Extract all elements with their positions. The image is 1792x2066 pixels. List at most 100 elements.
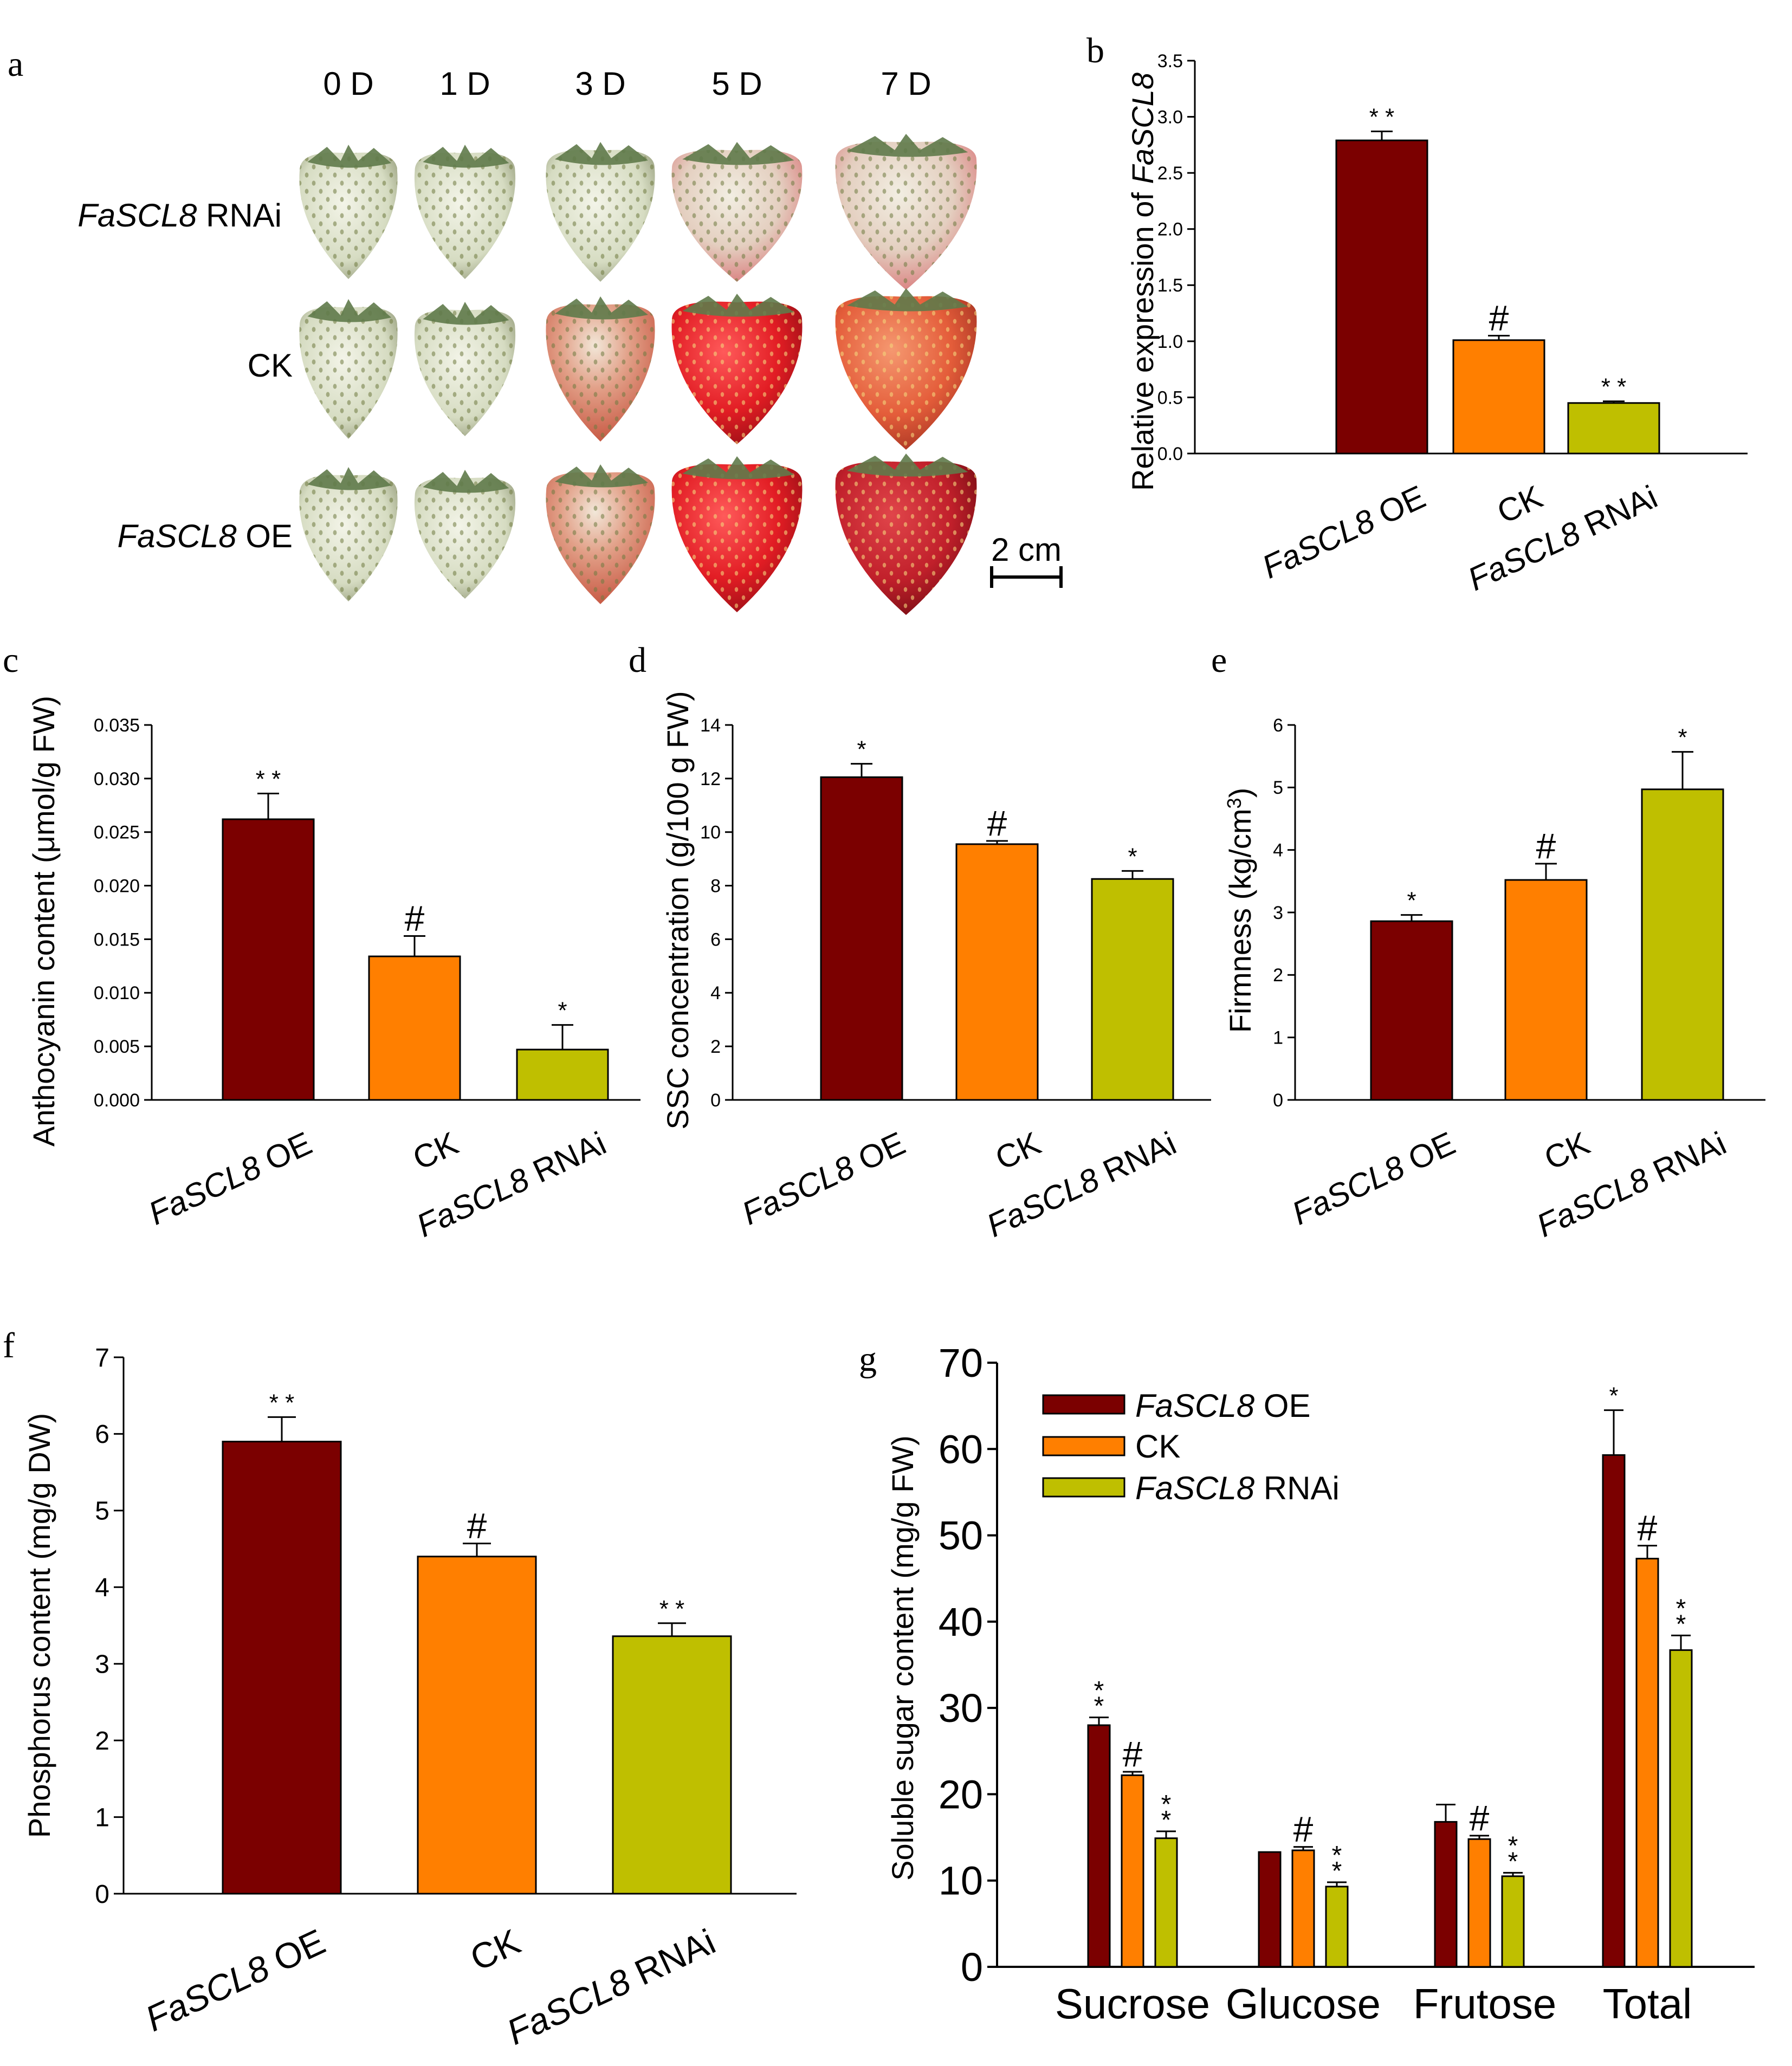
c-y-tick-label: 0.025 bbox=[94, 822, 140, 843]
c-y-tick-label: 0.035 bbox=[94, 715, 140, 736]
e-bar-1 bbox=[1504, 879, 1588, 1101]
strawberry-calyx bbox=[682, 456, 794, 480]
d-x-tick-label-0: FaSCL8 OE bbox=[736, 1125, 910, 1232]
svg-text:*: * bbox=[1094, 1692, 1104, 1721]
strawberry-fruit bbox=[671, 142, 803, 282]
d-y-tick-label: 4 bbox=[710, 983, 721, 1003]
panel-label-g: g bbox=[859, 1339, 877, 1379]
strawberry-calyx bbox=[555, 296, 648, 320]
strawberry-fruit bbox=[546, 296, 655, 442]
c-bar-0 bbox=[222, 818, 315, 1101]
c-bar-1 bbox=[368, 955, 461, 1101]
g-significance-total-2: ** bbox=[1676, 1595, 1686, 1639]
row-label-ck: CK bbox=[248, 347, 293, 384]
strawberry-calyx bbox=[555, 464, 648, 488]
g-x-tick-label-2: Frutose bbox=[1413, 1980, 1556, 2028]
d-bar-0 bbox=[820, 776, 903, 1101]
strawberry-calyx bbox=[307, 145, 392, 168]
legend-swatch-oe bbox=[1042, 1394, 1125, 1415]
day-label-1: 1 D bbox=[439, 66, 490, 102]
b-bar-0 bbox=[1335, 139, 1428, 455]
f-x-tick-label-1: CK bbox=[464, 1921, 526, 1979]
b-significance-0: * * bbox=[1369, 104, 1394, 131]
b-y-tick-label: 1.0 bbox=[1157, 332, 1183, 352]
g-y-tick-label: 20 bbox=[939, 1772, 983, 1817]
strawberry-calyx bbox=[423, 470, 509, 493]
c-y-tick-label: 0.000 bbox=[94, 1090, 140, 1111]
g-bar-total-0 bbox=[1602, 1454, 1626, 1968]
svg-text:*: * bbox=[1676, 1595, 1686, 1623]
panel-label-a: a bbox=[8, 44, 23, 84]
d-y-tick-label: 14 bbox=[700, 715, 721, 736]
c-x-tick-label-1: CK bbox=[407, 1125, 464, 1177]
strawberry-fruit bbox=[299, 145, 398, 279]
g-y-tick-label: 10 bbox=[939, 1858, 983, 1903]
g-significance-frutose-2: ** bbox=[1508, 1832, 1518, 1876]
d-x-tick-label-1: CK bbox=[990, 1125, 1046, 1177]
f-y-tick-label: 6 bbox=[95, 1420, 109, 1449]
day-label-2: 3 D bbox=[575, 66, 625, 102]
svg-text:*: * bbox=[1332, 1857, 1342, 1886]
e-y-tick-label: 0 bbox=[1273, 1090, 1283, 1111]
scale-bar: 2 cm bbox=[990, 532, 1063, 588]
g-significance-sucrose-0: ** bbox=[1094, 1676, 1104, 1721]
d-bar-2 bbox=[1091, 878, 1174, 1101]
legend-swatch-rnai bbox=[1042, 1477, 1125, 1498]
svg-text:*: * bbox=[1508, 1832, 1518, 1861]
c-y-tick-label: 0.030 bbox=[94, 769, 140, 789]
b-y-tick-label: 2.0 bbox=[1157, 219, 1183, 240]
f-y-tick-label: 1 bbox=[95, 1803, 109, 1832]
legend-swatch-ck bbox=[1042, 1436, 1125, 1456]
strawberry-calyx bbox=[682, 142, 794, 165]
g-significance-glucose-2: ** bbox=[1332, 1841, 1342, 1886]
e-bar-2 bbox=[1641, 788, 1724, 1101]
y-axis-label-c: Anthocyanin content (μmol/g FW) bbox=[27, 696, 61, 1147]
strawberry-fruit bbox=[299, 299, 398, 439]
b-y-tick-label: 0.0 bbox=[1157, 444, 1183, 464]
e-x-tick-label-0: FaSCL8 OE bbox=[1286, 1125, 1460, 1232]
b-y-tick-label: 2.5 bbox=[1157, 163, 1183, 184]
e-y-tick-label: 2 bbox=[1273, 965, 1283, 986]
y-axis-label-d: SSC concentration (g/100 g FW) bbox=[661, 691, 695, 1129]
e-y-tick-label: 3 bbox=[1273, 903, 1283, 923]
g-bar-glucose-2 bbox=[1325, 1886, 1349, 1968]
b-y-tick-label: 3.5 bbox=[1157, 51, 1183, 72]
legend-label-ck: CK bbox=[1135, 1428, 1180, 1465]
e-y-tick-label: 1 bbox=[1273, 1028, 1283, 1048]
strawberry-fruit bbox=[546, 142, 655, 282]
d-y-tick-label: 12 bbox=[700, 769, 721, 789]
strawberry-calyx bbox=[682, 294, 794, 317]
d-y-tick-label: 8 bbox=[710, 876, 721, 896]
f-significance-0: * * bbox=[269, 1389, 294, 1416]
panel-label-e: e bbox=[1211, 640, 1227, 680]
e-y-tick-label: 4 bbox=[1273, 840, 1283, 861]
panel-g: g Soluble sugar content (mg/g FW) FaSCL8… bbox=[859, 1339, 1755, 2028]
g-x-tick-label-0: Sucrose bbox=[1055, 1980, 1210, 2028]
c-significance-2: * bbox=[558, 998, 567, 1024]
f-y-tick-label: 2 bbox=[95, 1727, 109, 1756]
strawberry-calyx bbox=[846, 288, 968, 312]
strawberry-fruit bbox=[299, 467, 398, 601]
panel-e: e Firmness (kg/cm3) 0 1 2 3 4 5 6 * FaSCL8 OE # CK… bbox=[1211, 640, 1765, 1244]
g-bar-frutose-1 bbox=[1467, 1838, 1491, 1968]
g-y-tick-label: 70 bbox=[939, 1340, 983, 1385]
panel-d: d SSC concentration (g/100 g FW) 0 2 4 6 8 10… bbox=[629, 640, 1211, 1244]
g-bar-total-1 bbox=[1635, 1558, 1659, 1968]
strawberry-calyx bbox=[307, 467, 392, 490]
day-label-0: 0 D bbox=[323, 66, 373, 102]
panel-label-b: b bbox=[1086, 31, 1104, 70]
row-label-oe: FaSCL8 OE bbox=[118, 518, 293, 554]
g-bar-total-2 bbox=[1669, 1649, 1693, 1968]
panel-c: c Anthocyanin content (μmol/g FW) 0.000 0… bbox=[3, 640, 641, 1244]
strawberry-fruit bbox=[671, 456, 803, 612]
b-x-tick-label-2: FaSCL8 RNAi bbox=[1463, 478, 1663, 598]
svg-text:*: * bbox=[1332, 1841, 1342, 1870]
e-significance-1: # bbox=[1536, 826, 1556, 866]
g-y-tick-label: 40 bbox=[939, 1599, 983, 1644]
strawberry-calyx bbox=[307, 299, 392, 322]
panel-label-d: d bbox=[629, 640, 646, 680]
f-bar-1 bbox=[417, 1556, 537, 1895]
c-significance-1: # bbox=[405, 898, 425, 938]
y-axis-label-e: Firmness (kg/cm3) bbox=[1223, 788, 1257, 1033]
g-y-tick-label: 50 bbox=[939, 1513, 983, 1558]
